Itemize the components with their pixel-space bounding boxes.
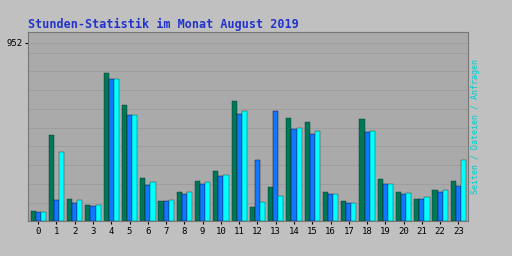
Bar bbox=[213, 171, 218, 221]
Bar bbox=[451, 181, 456, 221]
Bar bbox=[151, 183, 156, 221]
Bar bbox=[378, 179, 383, 221]
Bar bbox=[163, 201, 168, 221]
Bar bbox=[365, 132, 370, 221]
Bar bbox=[49, 135, 54, 221]
Bar bbox=[182, 194, 187, 221]
Bar bbox=[273, 111, 279, 221]
Bar bbox=[67, 199, 72, 221]
Bar bbox=[291, 129, 296, 221]
Bar bbox=[177, 192, 182, 221]
Bar bbox=[91, 206, 96, 221]
Bar bbox=[205, 183, 210, 221]
Bar bbox=[140, 178, 145, 221]
Bar bbox=[396, 192, 401, 221]
Bar bbox=[286, 118, 291, 221]
Bar bbox=[333, 194, 338, 221]
Bar bbox=[36, 212, 41, 221]
Bar bbox=[168, 200, 174, 221]
Y-axis label: Seiten / Dateien / Anfragen: Seiten / Dateien / Anfragen bbox=[471, 59, 480, 194]
Bar bbox=[424, 197, 430, 221]
Bar bbox=[72, 203, 77, 221]
Bar bbox=[145, 185, 151, 221]
Bar bbox=[406, 193, 411, 221]
Bar bbox=[122, 105, 127, 221]
Bar bbox=[414, 199, 419, 221]
Bar bbox=[438, 192, 443, 221]
Bar bbox=[351, 204, 356, 221]
Bar bbox=[132, 114, 137, 221]
Bar bbox=[114, 79, 119, 221]
Bar bbox=[383, 184, 388, 221]
Bar bbox=[401, 194, 406, 221]
Bar bbox=[187, 192, 192, 221]
Bar bbox=[359, 119, 365, 221]
Bar bbox=[268, 187, 273, 221]
Bar bbox=[59, 152, 64, 221]
Bar bbox=[419, 199, 424, 221]
Bar bbox=[310, 134, 315, 221]
Bar bbox=[461, 161, 466, 221]
Bar bbox=[200, 184, 205, 221]
Bar bbox=[127, 115, 132, 221]
Bar bbox=[96, 206, 101, 221]
Bar bbox=[218, 176, 223, 221]
Bar bbox=[433, 190, 438, 221]
Bar bbox=[103, 73, 109, 221]
Bar bbox=[456, 186, 461, 221]
Bar bbox=[323, 192, 328, 221]
Bar bbox=[242, 111, 247, 221]
Bar bbox=[346, 203, 351, 221]
Bar bbox=[109, 79, 114, 221]
Bar bbox=[158, 201, 163, 221]
Bar bbox=[443, 190, 448, 221]
Bar bbox=[86, 205, 91, 221]
Bar bbox=[31, 211, 36, 221]
Bar bbox=[195, 181, 200, 221]
Bar bbox=[370, 131, 375, 221]
Bar bbox=[305, 122, 310, 221]
Bar bbox=[296, 128, 302, 221]
Bar bbox=[255, 159, 260, 221]
Text: Stunden-Statistik im Monat August 2019: Stunden-Statistik im Monat August 2019 bbox=[28, 18, 299, 31]
Bar bbox=[328, 194, 333, 221]
Bar bbox=[54, 200, 59, 221]
Bar bbox=[388, 184, 393, 221]
Bar bbox=[260, 202, 265, 221]
Bar bbox=[237, 114, 242, 221]
Bar bbox=[250, 207, 255, 221]
Bar bbox=[315, 131, 320, 221]
Bar bbox=[77, 200, 82, 221]
Bar bbox=[223, 175, 228, 221]
Bar bbox=[231, 101, 237, 221]
Bar bbox=[279, 196, 284, 221]
Bar bbox=[41, 212, 46, 221]
Bar bbox=[341, 201, 346, 221]
